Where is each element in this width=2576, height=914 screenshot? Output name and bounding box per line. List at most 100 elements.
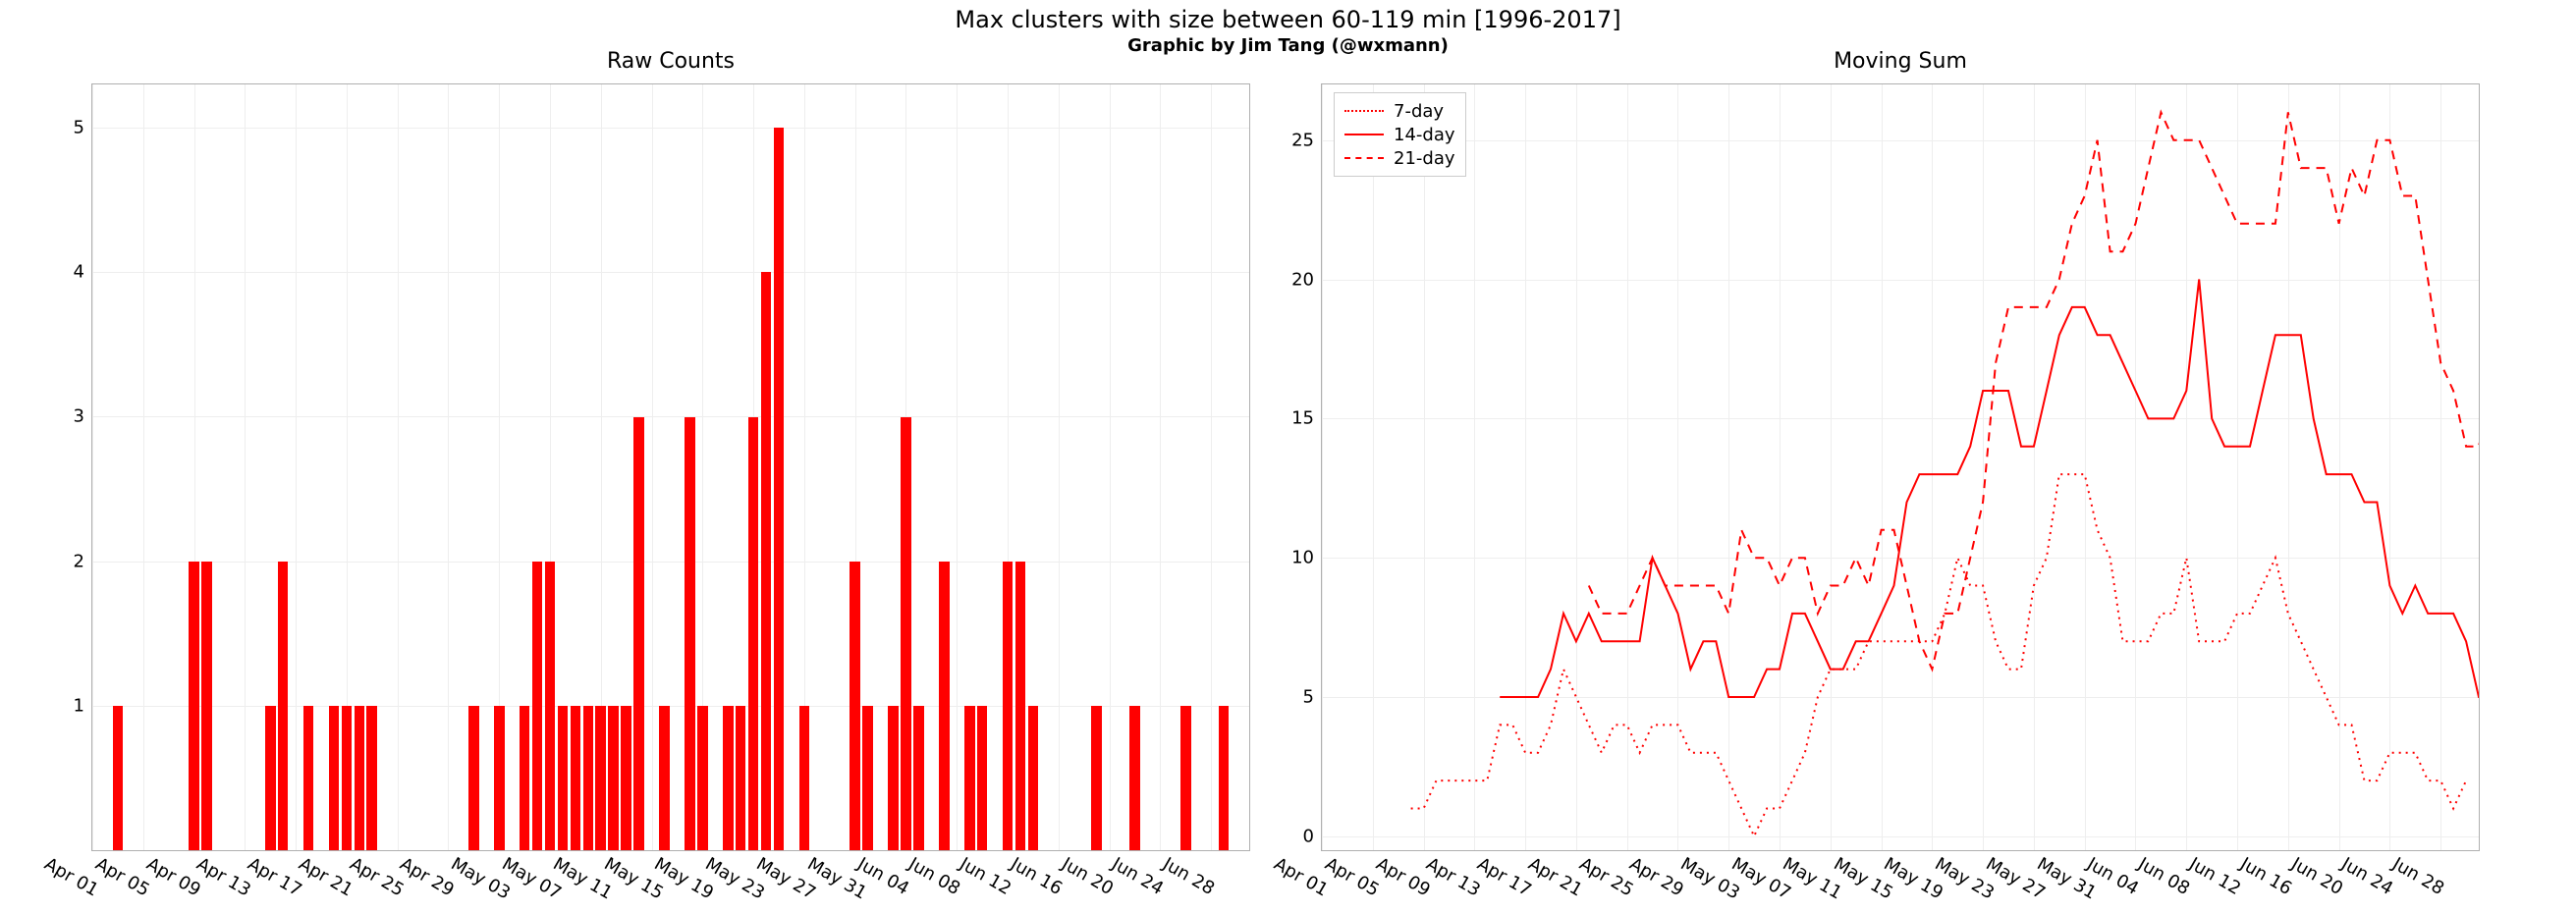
x-gridline bbox=[1160, 84, 1161, 850]
x-gridline bbox=[398, 84, 399, 850]
x-gridline bbox=[957, 84, 958, 850]
bar bbox=[558, 706, 569, 850]
bar bbox=[685, 417, 695, 851]
y-gridline bbox=[92, 562, 1249, 563]
bar bbox=[901, 417, 911, 851]
x-tick-label: Apr 13 bbox=[1423, 850, 1486, 901]
y-tick-label: 3 bbox=[74, 406, 92, 427]
left-panel-raw-counts: Raw Counts 12345Apr 01Apr 05Apr 09Apr 13… bbox=[91, 83, 1250, 851]
legend-swatch bbox=[1344, 157, 1384, 159]
legend-label: 7-day bbox=[1394, 101, 1444, 122]
bar bbox=[939, 562, 950, 850]
bar bbox=[1015, 562, 1026, 850]
x-tick-label: Apr 17 bbox=[1474, 850, 1537, 901]
y-tick-label: 1 bbox=[74, 695, 92, 716]
y-tick-label: 5 bbox=[1303, 687, 1322, 708]
bar bbox=[850, 562, 860, 850]
y-tick-label: 15 bbox=[1291, 408, 1322, 429]
x-tick-label: Apr 09 bbox=[1372, 850, 1435, 901]
suptitle-text: Max clusters with size between 60-119 mi… bbox=[955, 6, 1620, 33]
x-tick-label: Jun 08 bbox=[2135, 850, 2196, 899]
x-tick-label: Apr 09 bbox=[142, 850, 205, 901]
bar bbox=[621, 706, 631, 850]
series-7-day bbox=[1411, 474, 2467, 836]
legend-row: 21-day bbox=[1344, 146, 1455, 170]
y-gridline bbox=[92, 416, 1249, 417]
x-tick-label: Jun 16 bbox=[2236, 850, 2297, 899]
bar bbox=[888, 706, 899, 850]
y-tick-label: 5 bbox=[74, 118, 92, 138]
x-tick-label: Jun 20 bbox=[2287, 850, 2348, 899]
x-tick-label: Jun 12 bbox=[2186, 850, 2247, 899]
x-gridline bbox=[1211, 84, 1212, 850]
bar bbox=[520, 706, 530, 850]
bar bbox=[366, 706, 377, 850]
legend-swatch bbox=[1344, 110, 1384, 112]
y-tick-label: 25 bbox=[1291, 130, 1322, 150]
legend-row: 14-day bbox=[1344, 123, 1455, 146]
right-panel-title: Moving Sum bbox=[1322, 49, 2479, 74]
x-tick-label: Apr 01 bbox=[1271, 850, 1334, 901]
x-tick-label: Apr 21 bbox=[295, 850, 357, 901]
bar bbox=[774, 128, 785, 850]
x-gridline bbox=[143, 84, 144, 850]
x-tick-label: Jun 28 bbox=[1160, 850, 1221, 899]
bar bbox=[532, 562, 543, 850]
bar bbox=[201, 562, 212, 850]
bar bbox=[355, 706, 365, 850]
bar bbox=[723, 706, 734, 850]
legend-label: 14-day bbox=[1394, 125, 1455, 145]
x-tick-label: Jun 08 bbox=[905, 850, 966, 899]
legend-label: 21-day bbox=[1394, 148, 1455, 169]
legend-row: 7-day bbox=[1344, 99, 1455, 123]
x-gridline bbox=[1059, 84, 1060, 850]
y-tick-label: 10 bbox=[1291, 548, 1322, 568]
bar bbox=[799, 706, 810, 850]
x-tick-label: Apr 29 bbox=[397, 850, 460, 901]
bar bbox=[278, 562, 289, 850]
x-tick-label: Jun 24 bbox=[1109, 850, 1170, 899]
figure: Max clusters with size between 60-119 mi… bbox=[0, 0, 2576, 914]
x-tick-label: Apr 21 bbox=[1524, 850, 1587, 901]
bar bbox=[342, 706, 353, 850]
x-tick-label: Apr 01 bbox=[41, 850, 104, 901]
x-gridline bbox=[245, 84, 246, 850]
x-tick-label: Apr 29 bbox=[1626, 850, 1689, 901]
x-tick-label: Apr 05 bbox=[91, 850, 154, 901]
bar bbox=[1129, 706, 1140, 850]
right-panel-moving-sum: Moving Sum 0510152025Apr 01Apr 05Apr 09A… bbox=[1321, 83, 2480, 851]
x-tick-label: Jun 16 bbox=[1007, 850, 1068, 899]
bar bbox=[761, 272, 772, 850]
y-tick-label: 2 bbox=[74, 551, 92, 571]
x-tick-label: Apr 25 bbox=[1575, 850, 1638, 901]
bar bbox=[633, 417, 644, 851]
y-tick-label: 4 bbox=[74, 262, 92, 283]
bar bbox=[303, 706, 314, 850]
bar bbox=[736, 706, 746, 850]
bar bbox=[659, 706, 670, 850]
bar bbox=[964, 706, 975, 850]
bar bbox=[608, 706, 619, 850]
bar bbox=[748, 417, 759, 851]
bar bbox=[595, 706, 606, 850]
x-tick-label: Apr 17 bbox=[245, 850, 307, 901]
x-gridline bbox=[448, 84, 449, 850]
legend-swatch bbox=[1344, 134, 1384, 135]
x-tick-label: Apr 25 bbox=[346, 850, 409, 901]
x-tick-label: Apr 05 bbox=[1321, 850, 1384, 901]
y-gridline bbox=[92, 272, 1249, 273]
left-panel-title: Raw Counts bbox=[92, 49, 1249, 74]
bar bbox=[113, 706, 124, 850]
y-tick-label: 20 bbox=[1291, 269, 1322, 290]
line-chart-svg bbox=[1322, 84, 2479, 850]
bar bbox=[545, 562, 556, 850]
bar bbox=[1219, 706, 1230, 850]
bar bbox=[977, 706, 988, 850]
figure-suptitle: Max clusters with size between 60-119 mi… bbox=[0, 6, 2576, 33]
bar bbox=[494, 706, 505, 850]
x-tick-label: Jun 24 bbox=[2338, 850, 2399, 899]
x-gridline bbox=[92, 84, 93, 850]
bar bbox=[1003, 562, 1014, 850]
x-gridline bbox=[1110, 84, 1111, 850]
y-tick-label: 0 bbox=[1303, 826, 1322, 846]
